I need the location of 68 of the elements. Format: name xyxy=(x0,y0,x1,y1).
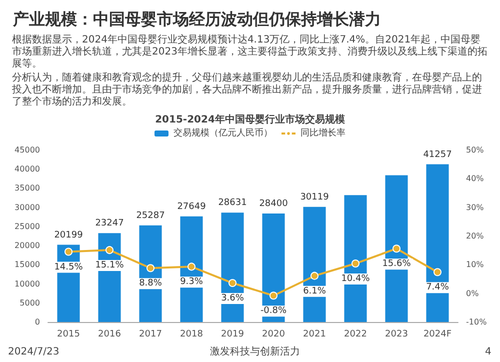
data-label: 6.1% xyxy=(303,286,326,296)
data-label: 14.5% xyxy=(54,262,84,272)
legend-label: 交易规模（亿元人民币） xyxy=(174,128,272,138)
x-tick-label: 2016 xyxy=(98,330,122,340)
y-tick-label: 10000 xyxy=(14,279,40,288)
data-label: 41257 xyxy=(423,150,452,160)
y2-tick-label: 0% xyxy=(466,288,480,298)
x-tick-label: 2024F xyxy=(423,330,452,340)
y2-tick-label: 30% xyxy=(466,202,484,212)
point xyxy=(106,246,114,254)
y2-tick-label: 40% xyxy=(466,174,484,184)
text: 激发科技与创新活力 xyxy=(210,346,300,358)
point xyxy=(146,264,154,272)
text: 分析认为，随着健康和教育观念的提升，父母们越来越重视婴幼儿的生活品质和健康教育，在母婴产品上的投入也不断增加。且由于市场竞争的加剧，各大品牌不断推出新产品，提升服务质量，进行品牌营销，促进了整个市场的活力和发展。 xyxy=(11,72,482,108)
data-label: 8.8% xyxy=(139,278,162,289)
data-label: 25287 xyxy=(136,210,165,221)
text: 根据数据显示，2024年中国母婴行业交易规模预计达4.13万亿，同比上涨7.4%。自2021年起，中国母婴市场重新进入增长轨道，尤其是2023年增长显著，这主要得益于政策支持、消费升级以及线上线下渠道的拓展等。 xyxy=(12,34,488,70)
y-tick-label: 0 xyxy=(34,318,40,326)
x-tick-label: 2020 xyxy=(262,330,286,340)
x-tick-label: 2023 xyxy=(385,330,408,340)
y-tick-label: 20000 xyxy=(14,241,40,250)
x-tick-label: 2019 xyxy=(221,330,244,340)
y-tick-label: 5000 xyxy=(20,298,40,308)
data-label: 28400 xyxy=(259,198,288,209)
legend-label: 同比增长率 xyxy=(300,128,346,138)
y2-tick-label: 10% xyxy=(466,260,484,270)
y-tick-label: 25000 xyxy=(14,222,40,231)
text: 2024/7/23 xyxy=(8,346,60,358)
y2-tick-label: 20% xyxy=(466,232,484,240)
data-label: 3.6% xyxy=(221,294,244,304)
data-label: 28631 xyxy=(218,198,247,208)
y-tick-label: 30000 xyxy=(14,202,40,212)
point xyxy=(188,262,196,271)
data-label: 10.4% xyxy=(341,274,370,284)
point xyxy=(434,268,442,276)
y-tick-label: 15000 xyxy=(14,260,40,270)
point xyxy=(228,279,236,288)
y2-tick-label: -10% xyxy=(466,318,488,326)
point xyxy=(352,260,360,268)
text: 4 xyxy=(485,346,492,358)
data-label: 9.3% xyxy=(180,277,204,288)
point xyxy=(270,292,278,300)
data-label: -0.8% xyxy=(260,306,287,316)
y-tick-label: 35000 xyxy=(14,184,40,193)
chart-title: 产业规模：中国母婴市场经历波动但仍保持增长潜力 xyxy=(12,10,381,28)
point xyxy=(392,244,400,253)
x-tick-label: 2021 xyxy=(303,330,326,340)
data-label: 27649 xyxy=(177,202,206,212)
data-label: 23247 xyxy=(95,218,124,229)
x-tick-label: 2018 xyxy=(180,330,204,340)
x-tick-label: 2017 xyxy=(139,330,162,340)
y2-tick-label: 50% xyxy=(466,146,484,154)
y-tick-label: 45000 xyxy=(14,146,40,154)
y-tick-label: 40000 xyxy=(14,164,40,174)
bar xyxy=(426,164,449,322)
data-label: 20199 xyxy=(54,230,84,240)
data-label: 7.4% xyxy=(426,282,450,293)
x-tick-label: 2015 xyxy=(57,330,80,340)
point xyxy=(310,272,318,280)
chart-subtitle: 2015-2024年中国母婴行业市场交易规模 xyxy=(155,114,346,126)
bar xyxy=(262,213,285,322)
x-tick-label: 2022 xyxy=(344,330,367,340)
data-label: 15.6% xyxy=(382,259,412,270)
data-label: 15.1% xyxy=(95,260,124,271)
bar xyxy=(139,225,162,322)
point xyxy=(64,248,72,256)
bar xyxy=(180,216,203,322)
data-label: 30119 xyxy=(300,192,330,202)
